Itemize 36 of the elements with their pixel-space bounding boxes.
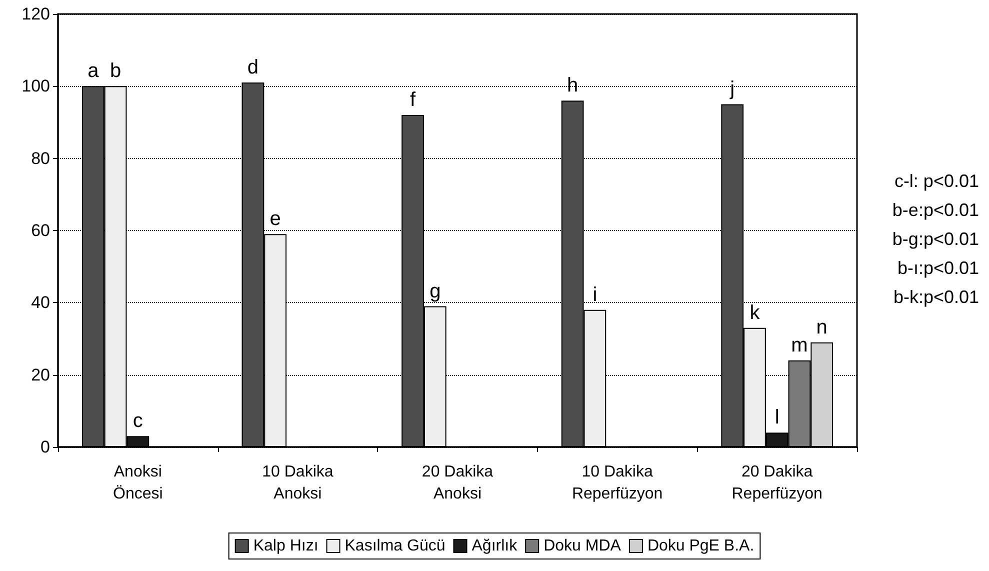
data-label: b bbox=[110, 60, 122, 82]
data-label: i bbox=[592, 284, 598, 306]
data-label: n bbox=[816, 316, 828, 338]
y-tick-label: 80 bbox=[31, 148, 50, 168]
data-label: h bbox=[566, 74, 578, 97]
x-tick-label: Anoksi Öncesi bbox=[113, 464, 163, 502]
x-tick-label: 10 Dakika Reperfüzyon bbox=[572, 464, 663, 502]
legend-label: Ağırlık bbox=[472, 538, 518, 554]
text: c-l: p<0.01 bbox=[894, 171, 979, 191]
data-label: g bbox=[430, 280, 441, 302]
data-label: a bbox=[88, 60, 100, 82]
data-label: d bbox=[247, 56, 259, 79]
x-tick-label: 20 Dakika Anoksi bbox=[422, 464, 494, 502]
data-label: k bbox=[750, 302, 761, 324]
y-tick-label: 0 bbox=[40, 438, 50, 456]
y-tick-label: 20 bbox=[31, 365, 50, 384]
x-tick-label: 20 Dakika Reperfüzyon bbox=[732, 464, 822, 502]
y-tick-label: 40 bbox=[31, 293, 50, 312]
y-tick-label: 120 bbox=[22, 4, 50, 24]
data-label: j bbox=[729, 78, 735, 100]
legend-label: Doku PgE B.A. bbox=[647, 538, 754, 554]
data-label: e bbox=[270, 208, 281, 230]
text: b-e:p<0.01 bbox=[892, 200, 979, 220]
data-label: c bbox=[132, 410, 143, 432]
legend-label: Kalp Hızı bbox=[253, 538, 318, 554]
data-label: f bbox=[410, 89, 416, 112]
y-tick-label: 100 bbox=[22, 76, 50, 96]
legend-label: Doku MDA bbox=[544, 538, 622, 554]
text: b-k:p<0.01 bbox=[893, 287, 979, 307]
data-label: l bbox=[774, 406, 780, 429]
x-tick-label: 10 Dakika Anoksi bbox=[262, 464, 334, 502]
legend-label: Kasılma Gücü bbox=[344, 538, 446, 554]
y-tick-label: 60 bbox=[31, 221, 50, 240]
data-label: m bbox=[791, 334, 808, 356]
text: b-ı:p<0.01 bbox=[897, 258, 979, 278]
text: b-g:p<0.01 bbox=[892, 229, 979, 249]
